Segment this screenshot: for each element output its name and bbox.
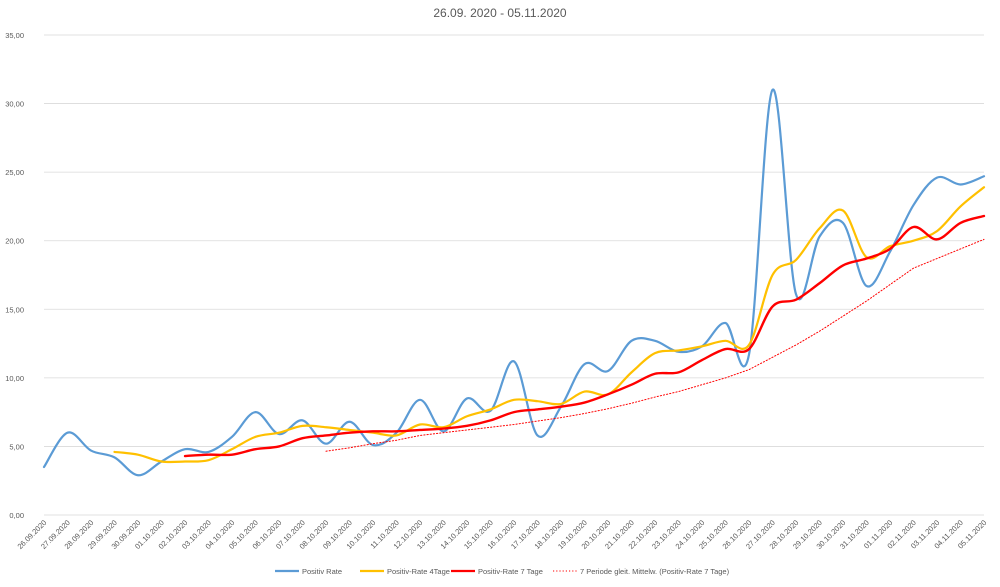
y-tick-label: 20,00 [5,237,24,246]
legend: Positiv Rate Positiv-Rate 4Tage Positiv-Ra… [275,567,730,576]
series-line-1 [42,88,986,477]
chart-title: 26.09. 2020 - 05.11.2020 [433,6,567,20]
y-tick-label: 0,00 [9,511,24,520]
series-lines [42,88,986,477]
y-axis-labels: 0,00 5,00 10,00 15,00 20,00 25,00 30,00 35,00 [5,31,24,520]
y-tick-label: 10,00 [5,374,24,383]
legend-label: Positiv-Rate 7 Tage [478,567,543,576]
series-line-2 [113,186,986,464]
gridlines [44,34,984,516]
y-tick-label: 5,00 [9,442,24,451]
series-line-4 [325,238,985,452]
y-tick-label: 25,00 [5,168,24,177]
legend-label: 7 Periode gleit. Mittelw. (Positiv-Rate … [580,567,730,576]
x-axis-labels: 26.09.202027.09.202028.09.202029.09.2020… [16,518,989,551]
series-line-3 [183,214,986,458]
y-tick-label: 15,00 [5,305,24,314]
y-tick-label: 30,00 [5,100,24,109]
y-tick-label: 35,00 [5,31,24,40]
legend-label: Positiv Rate [302,567,342,576]
legend-label: Positiv-Rate 4Tage [387,567,450,576]
